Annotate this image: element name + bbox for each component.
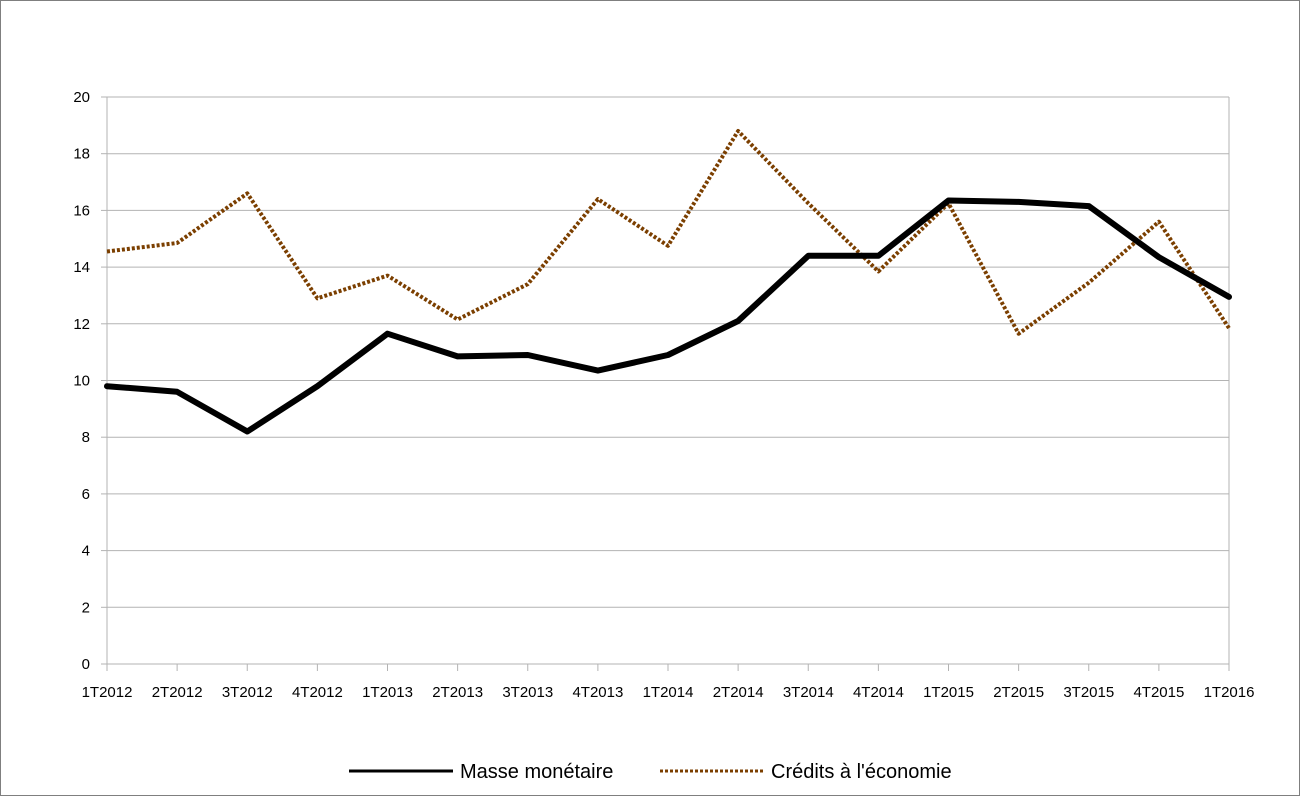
series-lines: [104, 129, 1232, 435]
gridlines: [107, 96, 1229, 608]
legend: Masse monétaire Crédits à l'économie: [349, 761, 952, 783]
y-tick-label: 12: [73, 316, 90, 333]
y-tick-label: 4: [82, 543, 90, 560]
x-tick-label: 4T2014: [853, 684, 904, 701]
axes: [101, 96, 1230, 671]
y-tick-label: 6: [82, 486, 90, 503]
x-tick-label: 4T2013: [572, 684, 623, 701]
y-tick-label: 2: [82, 599, 90, 616]
x-tick-label: 4T2012: [292, 684, 343, 701]
x-tick-label: 3T2012: [222, 684, 273, 701]
y-tick-label: 8: [82, 429, 90, 446]
x-tick-label: 1T2016: [1204, 684, 1255, 701]
x-tick-label: 2T2012: [152, 684, 203, 701]
x-tick-label: 1T2015: [923, 684, 974, 701]
y-tick-label: 0: [82, 656, 90, 673]
series-line-credits-economie: [106, 129, 1231, 336]
x-tick-label: 1T2012: [82, 684, 133, 701]
series-line-masse-monetaire: [104, 197, 1232, 435]
y-tick-label: 14: [73, 259, 90, 276]
legend-label-credits: Crédits à l'économie: [771, 761, 952, 783]
x-tick-label: 1T2014: [643, 684, 694, 701]
legend-label-masse: Masse monétaire: [460, 761, 613, 783]
x-tick-label: 4T2015: [1133, 684, 1184, 701]
x-tick-label: 2T2014: [713, 684, 764, 701]
x-tick-labels: 1T2012 2T2012 3T2012 4T2012 1T2013 2T2013 3T20…: [82, 684, 1255, 701]
y-tick-label: 20: [73, 89, 90, 106]
x-tick-label: 3T2013: [502, 684, 553, 701]
x-tick-label: 2T2013: [432, 684, 483, 701]
x-tick-label: 2T2015: [993, 684, 1044, 701]
y-tick-labels: 0 2 4 6 8 10 12 14 16 18 20: [73, 89, 90, 673]
y-tick-label: 10: [73, 373, 90, 390]
x-tick-label: 3T2014: [783, 684, 834, 701]
x-tick-label: 3T2015: [1063, 684, 1114, 701]
x-tick-label: 1T2013: [362, 684, 413, 701]
y-tick-label: 18: [73, 146, 90, 163]
y-tick-label: 16: [73, 202, 90, 219]
